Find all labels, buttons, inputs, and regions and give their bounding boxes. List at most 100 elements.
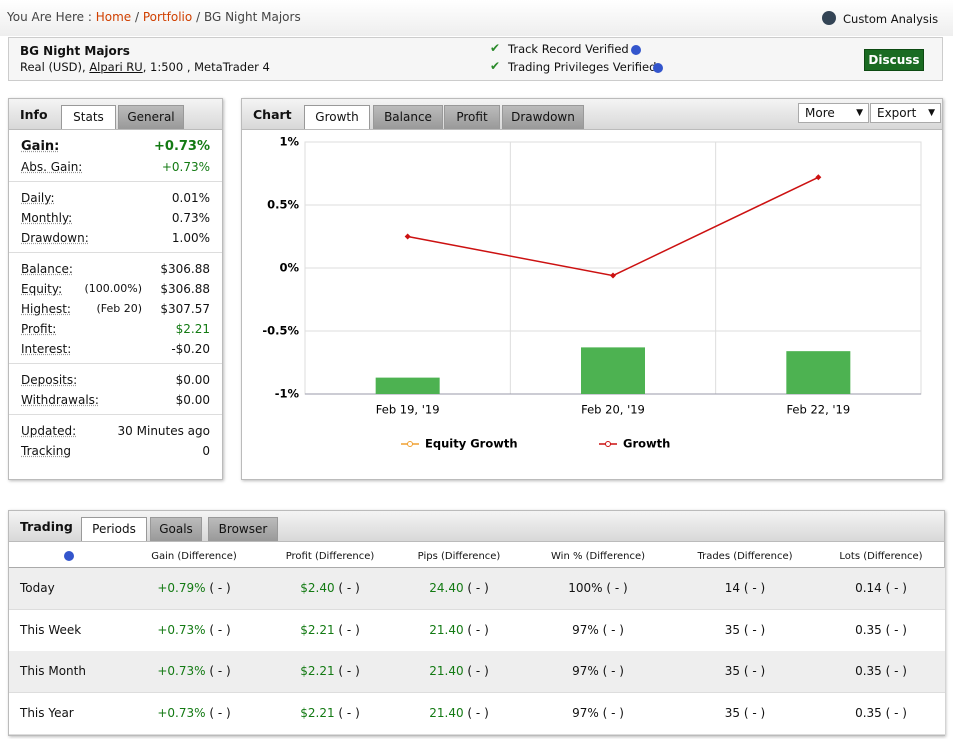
stat-row: Gain: +0.73%: [21, 137, 210, 157]
stat-value: $306.88: [160, 262, 210, 276]
info-panel: Info Stats General Gain: +0.73% Abs. Gain:…: [8, 98, 223, 480]
help-icon[interactable]: [64, 551, 74, 561]
period-label: This Week: [20, 622, 82, 637]
analysis-icon: [822, 11, 836, 25]
column-header: Win % (Difference): [551, 551, 645, 562]
breadcrumb-current: BG Night Majors: [203, 10, 301, 24]
details: Real (USD),: [20, 60, 86, 74]
cell-difference: ( - ): [467, 622, 489, 637]
cell-difference: ( - ): [209, 622, 231, 637]
verified-label: Trading Privileges Verified: [508, 60, 657, 74]
stat-row: Withdrawals: $0.00: [21, 390, 210, 410]
bar: [375, 377, 440, 394]
stat-label: Updated:: [21, 424, 77, 438]
stat-value: 30 Minutes ago: [117, 424, 210, 438]
cell-difference: ( - ): [209, 705, 231, 720]
tab[interactable]: Growth: [304, 105, 370, 129]
stat-label: Deposits:: [21, 373, 78, 387]
column-header: Pips (Difference): [417, 551, 501, 562]
export-menu[interactable]: Export ▼: [870, 103, 941, 123]
tab[interactable]: Balance: [373, 105, 443, 129]
table-cell: 21.40 ( - ): [429, 651, 489, 692]
stat-value: $0.00: [175, 393, 210, 407]
bar: [786, 351, 851, 394]
cell-difference: ( - ): [467, 581, 489, 595]
separator: /: [196, 10, 201, 24]
stat-value: 1.00%: [171, 231, 210, 245]
account-details: Real (USD), Alpari RU, 1:500 , MetaTrade…: [20, 60, 270, 74]
stat-label: Gain:: [21, 139, 60, 154]
legend-label: Growth: [623, 437, 670, 451]
table-cell: 14 ( - ): [725, 568, 765, 609]
stat-value: +0.73%: [161, 160, 210, 174]
more-menu[interactable]: More ▼: [798, 103, 869, 123]
y-tick-label: 0.5%: [267, 198, 299, 212]
cell-difference: ( - ): [602, 664, 624, 678]
cell-value: 21.40: [429, 705, 464, 720]
period-label: This Year: [20, 705, 74, 720]
period-label: Today: [20, 581, 55, 595]
cell-value: 35: [724, 705, 741, 720]
panel-title: Info: [20, 107, 48, 122]
table-cell: 97% ( - ): [572, 693, 624, 734]
cell-difference: ( - ): [743, 705, 766, 720]
tab[interactable]: Stats: [61, 105, 116, 129]
cell-value: +0.73%: [157, 705, 206, 720]
stat-row: Profit: $2.21: [21, 319, 210, 339]
table-cell: $2.40 ( - ): [300, 568, 360, 609]
separator: [9, 181, 222, 182]
cell-value: 24.40: [429, 581, 464, 595]
column-header: Lots (Difference): [839, 551, 923, 562]
column-header: Profit (Difference): [285, 551, 375, 562]
discuss-button[interactable]: Discuss: [864, 49, 924, 71]
cell-difference: ( - ): [602, 622, 624, 637]
table-cell: 97% ( - ): [572, 651, 624, 692]
stat-label: Balance:: [21, 262, 73, 276]
stat-note: (100.00%): [84, 282, 142, 295]
cell-value: $2.21: [300, 705, 335, 720]
tab[interactable]: Goals: [150, 517, 202, 541]
stat-value: $307.57: [160, 302, 210, 316]
legend-marker: [407, 441, 413, 447]
breadcrumb-link[interactable]: Portfolio: [142, 10, 193, 24]
stat-value: 0.73%: [171, 211, 210, 225]
stat-label: Profit:: [21, 322, 57, 336]
legend-marker: [605, 441, 611, 447]
stat-value: 0.01%: [171, 191, 210, 205]
table-cell: 35 ( - ): [725, 693, 765, 734]
tab[interactable]: General: [118, 105, 184, 129]
cell-value: 0.35: [855, 705, 882, 720]
tab[interactable]: Browser: [208, 517, 278, 541]
x-tick-label: Feb 20, '19: [581, 403, 645, 417]
tab[interactable]: Drawdown: [502, 105, 584, 129]
stat-value: 0: [202, 444, 210, 458]
stat-row: Abs. Gain: +0.73%: [21, 157, 210, 177]
stat-row: Equity: (100.00%) $306.88: [21, 279, 210, 299]
breadcrumb-prefix: You Are Here :: [7, 10, 92, 24]
cell-difference: ( - ): [743, 664, 766, 678]
cell-difference: ( - ): [209, 581, 231, 595]
tab[interactable]: Profit: [444, 105, 500, 129]
cell-difference: ( - ): [338, 664, 360, 678]
help-icon[interactable]: [653, 63, 663, 73]
verified-label: Track Record Verified: [508, 42, 629, 56]
broker-link[interactable]: Alpari RU: [89, 60, 143, 74]
separator: [9, 252, 222, 253]
tab[interactable]: Periods: [81, 517, 147, 541]
table-cell: +0.73% ( - ): [157, 693, 230, 734]
custom-analysis-link[interactable]: Custom Analysis: [843, 12, 939, 26]
check-icon: ✔: [490, 59, 501, 73]
column-header: Gain (Difference): [151, 551, 237, 562]
menu-label: Export: [877, 106, 917, 120]
cell-value: 97%: [572, 705, 599, 720]
period-label: This Month: [20, 664, 86, 678]
details: , 1:500 , MetaTrader 4: [142, 60, 270, 74]
breadcrumb-link[interactable]: Home: [95, 10, 132, 24]
cell-difference: ( - ): [467, 664, 489, 678]
cell-difference: ( - ): [338, 705, 360, 720]
stat-value: $2.21: [175, 322, 210, 336]
table-cell: 21.40 ( - ): [429, 610, 489, 651]
table-row: This Year +0.73% ( - ) $2.21 ( - ) 21.40 ( …: [9, 692, 945, 735]
help-icon[interactable]: [631, 45, 641, 55]
cell-value: 14: [724, 581, 741, 595]
